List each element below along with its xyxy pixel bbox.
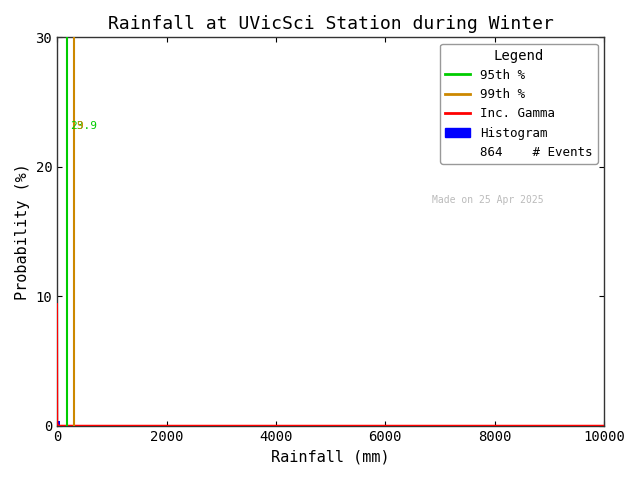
- X-axis label: Rainfall (mm): Rainfall (mm): [271, 450, 390, 465]
- Legend: 95th %, 99th %, Inc. Gamma, Histogram, 864    # Events: 95th %, 99th %, Inc. Gamma, Histogram, 8…: [440, 44, 598, 164]
- Text: 9: 9: [76, 120, 83, 131]
- Bar: [57, 421, 60, 426]
- Text: Made on 25 Apr 2025: Made on 25 Apr 2025: [432, 194, 543, 204]
- Title: Rainfall at UVicSci Station during Winter: Rainfall at UVicSci Station during Winte…: [108, 15, 554, 33]
- Y-axis label: Probability (%): Probability (%): [15, 163, 30, 300]
- Text: 23.9: 23.9: [70, 120, 97, 131]
